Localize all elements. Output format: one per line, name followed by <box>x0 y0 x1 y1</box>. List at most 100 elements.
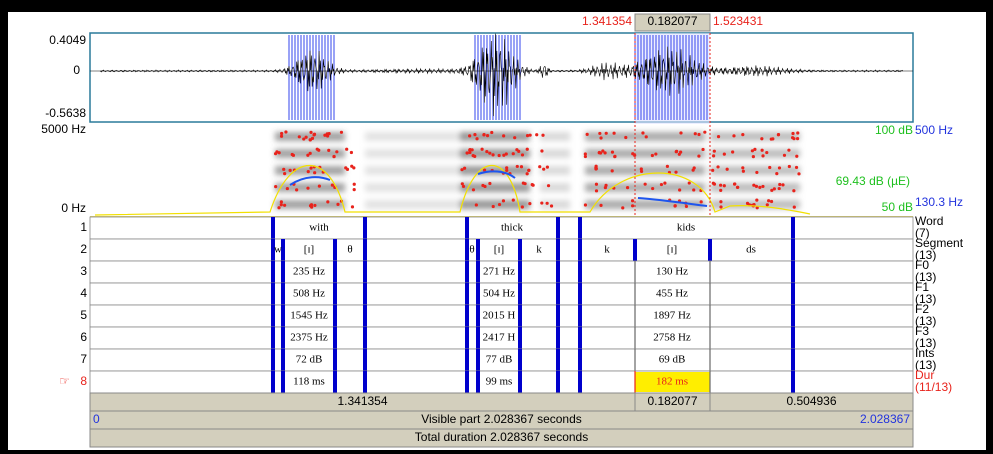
formant-dot <box>640 170 643 173</box>
formant-band <box>540 200 570 209</box>
formant-dot <box>660 183 663 186</box>
formant-dot <box>475 203 478 206</box>
formant-dot <box>550 204 553 207</box>
textgrid-editor: 1.3413540.1820771.5234310.40490-0.563850… <box>0 0 993 454</box>
selection-duration: 0.182077 <box>647 14 697 28</box>
formant-dot <box>309 167 312 170</box>
intensity-top: 100 dB <box>875 123 913 137</box>
formant-dot <box>486 134 489 137</box>
formant-dot <box>328 132 331 135</box>
formant-band <box>710 132 800 141</box>
visible-end: 2.028367 <box>860 412 910 426</box>
wave-max: 0.4049 <box>49 33 86 47</box>
tier-number: 8 <box>80 374 87 388</box>
formant-dot <box>719 184 722 187</box>
formant-dot <box>692 188 695 191</box>
formant-dot <box>717 135 720 138</box>
formant-dot <box>674 171 677 174</box>
formant-dot <box>631 199 634 202</box>
formant-dot <box>631 152 634 155</box>
formant-dot <box>473 155 476 158</box>
formant-dot <box>654 152 657 155</box>
formant-dot <box>712 154 715 157</box>
formant-dot <box>626 186 629 189</box>
formant-dot <box>323 134 326 137</box>
formant-dot <box>742 170 745 173</box>
formant-dot <box>468 151 471 154</box>
formant-dot <box>605 132 608 135</box>
formant-dot <box>292 154 295 157</box>
formant-dot <box>318 185 321 188</box>
formant-dot <box>502 154 505 157</box>
formant-dot <box>351 205 354 208</box>
interval-label: 99 ms <box>486 376 513 388</box>
formant-dot <box>480 148 483 151</box>
formant-dot <box>517 150 520 153</box>
formant-band <box>540 183 570 192</box>
formant-dot <box>546 166 549 169</box>
formant-dot <box>340 131 343 134</box>
formant-dot <box>502 134 505 137</box>
formant-dot <box>313 204 316 207</box>
interval-label: 504 Hz <box>483 288 515 300</box>
formant-dot <box>283 172 286 175</box>
formant-dot <box>482 133 485 136</box>
formant-dot <box>526 172 529 175</box>
formant-dot <box>513 136 516 139</box>
formant-dot <box>768 166 771 169</box>
selection-length: 0.182077 <box>647 394 697 408</box>
formant-dot <box>346 168 349 171</box>
formant-dot <box>675 150 678 153</box>
spec-bottom: 0 Hz <box>61 201 86 215</box>
formant-dot <box>309 131 312 134</box>
formant-band <box>365 183 465 192</box>
formant-dot <box>584 203 587 206</box>
interval-label: 2758 Hz <box>653 332 691 344</box>
formant-dot <box>697 133 700 136</box>
formant-dot <box>307 170 310 173</box>
tier-number: 6 <box>80 330 87 344</box>
formant-dot <box>778 166 781 169</box>
formant-dot <box>512 152 515 155</box>
formant-dot <box>613 155 616 158</box>
formant-band <box>540 132 570 141</box>
formant-dot <box>527 169 530 172</box>
formant-dot <box>666 165 669 168</box>
formant-dot <box>535 133 538 136</box>
formant-dot <box>333 155 336 158</box>
formant-dot <box>598 151 601 154</box>
formant-dot <box>529 134 532 137</box>
formant-dot <box>778 187 781 190</box>
formant-dot <box>788 165 791 168</box>
formant-dot <box>488 152 491 155</box>
formant-dot <box>277 206 280 209</box>
formant-dot <box>274 152 277 155</box>
formant-dot <box>284 130 287 133</box>
formant-dot <box>663 182 666 185</box>
formant-dot <box>795 166 798 169</box>
formant-dot <box>765 151 768 154</box>
formant-dot <box>472 188 475 191</box>
formant-band <box>365 132 465 141</box>
formant-dot <box>701 148 704 151</box>
formant-dot <box>498 154 501 157</box>
formant-dot <box>711 169 714 172</box>
formant-dot <box>603 151 606 154</box>
interval-label: thick <box>501 222 523 234</box>
interval-label: 2417 H <box>483 332 516 344</box>
formant-dot <box>598 132 601 135</box>
formant-dot <box>778 183 781 186</box>
formant-dot <box>286 187 289 190</box>
tier-number: 1 <box>80 220 87 234</box>
interval-label: 1897 Hz <box>653 310 691 322</box>
formant-dot <box>498 203 501 206</box>
interval-label: θ <box>347 244 352 256</box>
formant-dot <box>719 189 722 192</box>
formant-dot <box>306 187 309 190</box>
tier-number: 3 <box>80 264 87 278</box>
formant-dot <box>641 131 644 134</box>
wave-min: -0.5638 <box>45 106 86 120</box>
formant-dot <box>526 148 529 151</box>
formant-dot <box>797 172 800 175</box>
formant-dot <box>613 132 616 135</box>
